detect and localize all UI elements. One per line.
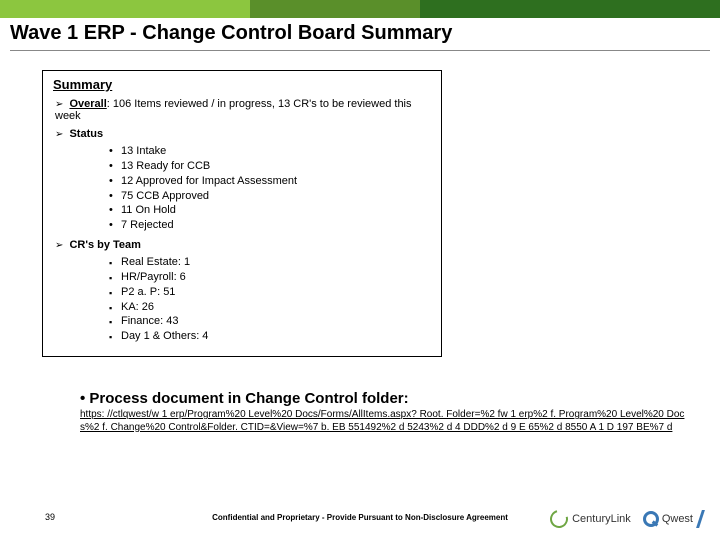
status-label: Status [69,128,103,140]
summary-box: Summary Overall: 106 Items reviewed / in… [42,70,442,357]
crs-row: CR's by Team [53,239,431,251]
list-item: P2 a. P: 51 [109,285,431,300]
link-heading: Process document in Change Control folde… [80,390,690,407]
list-item: Real Estate: 1 [109,255,431,270]
overall-label: Overall [69,98,106,110]
status-list: 13 Intake 13 Ready for CCB 12 Approved f… [109,144,431,233]
slide-title: Wave 1 ERP - Change Control Board Summar… [10,22,452,45]
logo-block: CenturyLink Qwest [550,510,702,528]
list-item: Day 1 & Others: 4 [109,329,431,344]
centurylink-icon [547,507,572,532]
list-item: 12 Approved for Impact Assessment [109,174,431,189]
list-item: 13 Intake [109,144,431,159]
footer: 39 Confidential and Proprietary - Provid… [0,500,720,530]
qwest-logo: Qwest [643,510,702,528]
title-rule [10,50,710,51]
crs-label: CR's by Team [69,239,141,251]
list-item: Finance: 43 [109,314,431,329]
centurylink-text: CenturyLink [572,513,631,525]
overall-text: : 106 Items reviewed / in progress, 13 C… [55,98,412,122]
list-item: HR/Payroll: 6 [109,270,431,285]
list-item: 11 On Hold [109,203,431,218]
summary-heading: Summary [53,77,431,92]
link-url[interactable]: https: //ctlqwest/w 1 erp/Program%20 Lev… [80,409,690,434]
list-item: 7 Rejected [109,218,431,233]
qwest-icon [643,511,659,527]
list-item: 13 Ready for CCB [109,159,431,174]
top-accent-bar [0,0,720,18]
link-section: Process document in Change Control folde… [80,390,690,434]
slide: Wave 1 ERP - Change Control Board Summar… [0,0,720,540]
list-item: 75 CCB Approved [109,189,431,204]
centurylink-logo: CenturyLink [550,510,631,528]
crs-list: Real Estate: 1 HR/Payroll: 6 P2 a. P: 51… [109,255,431,344]
overall-row: Overall: 106 Items reviewed / in progres… [53,98,431,122]
status-row: Status [53,128,431,140]
qwest-text: Qwest [662,513,693,525]
list-item: KA: 26 [109,300,431,315]
